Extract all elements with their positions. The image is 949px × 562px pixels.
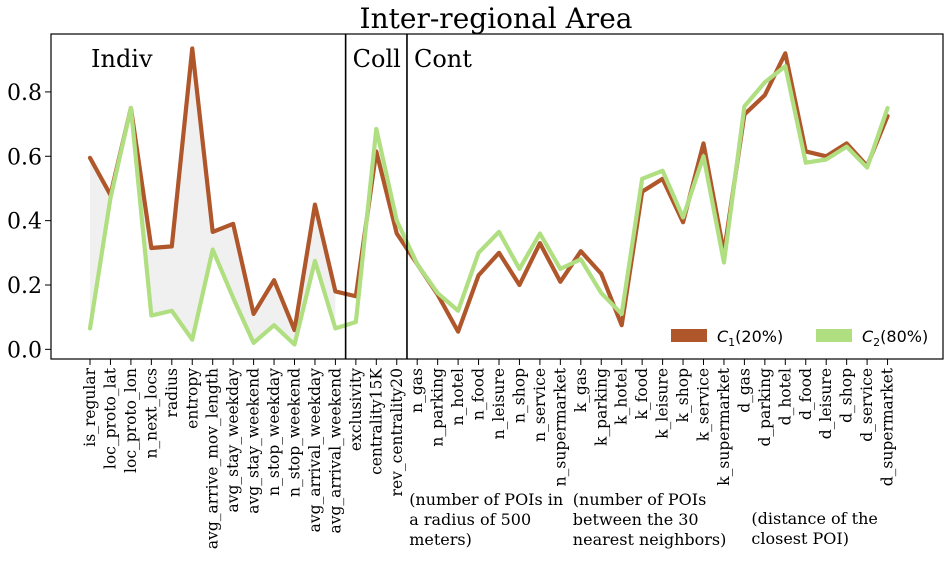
legend-swatch [816,329,852,342]
x-tick-label: n_food [470,368,488,420]
x-tick-label: d_hotel [776,368,794,425]
x-tick-label: n_supermarket [551,367,569,486]
y-tick-label: 0.0 [7,338,42,363]
x-tick-label: k_shop [674,368,692,422]
legend-item-1: C1(20%) [671,327,783,349]
plot-frame [50,33,944,360]
y-tick-label: 0.6 [7,145,42,170]
chart-title: Inter-regional Area [360,2,633,35]
x-tick-label: d_shop [838,368,856,423]
group-note-1: (number of POIs in a radius of 500 meters) [409,490,563,549]
x-tick-label: n_leisure [490,368,508,439]
x-tick-label: exclusivity [347,368,365,451]
x-tick-label: d_leisure [817,368,835,439]
x-tick-label: entropy [183,368,201,429]
x-tick-label: k_service [695,368,713,441]
y-tick-label: 0.4 [7,210,42,235]
x-tick-label: is_regular [81,367,99,446]
x-tick-label: loc_proto_lat [101,367,119,469]
section-label-indiv: Indiv [91,45,153,73]
x-tick-label: d_service [858,368,876,442]
x-tick-label: avg_arrive_mov_length [204,368,222,549]
legend-label: C1(20%) [717,327,783,349]
x-tick-label: k_supermarket [715,367,733,485]
x-tick-label: n_parking [429,368,447,447]
x-tick-label: avg_arrival_weekday [306,368,324,533]
x-tick-label: n_stop_weekday [265,368,283,496]
x-tick-label: radius [163,368,181,418]
x-tick-label: k_food [633,368,651,420]
y-tick-label: 0.2 [7,274,42,299]
group-note-3: (distance of the closest POI) [751,509,877,548]
x-tick-label: k_hotel [613,368,631,425]
y-tick-label: 0.8 [7,81,42,106]
x-tick-label: d_gas [735,368,753,413]
x-tick-label: avg_stay_weekday [224,368,242,513]
x-tick-label: loc_proto_lon [122,368,140,473]
series-line-1 [87,46,890,334]
legend: C1(20%) C2(80%) [671,327,928,349]
section-label-cont: Cont [414,45,472,73]
section-label-coll: Coll [353,45,401,73]
x-tick-label: centrality15K [367,368,385,475]
legend-label: C2(80%) [862,327,928,349]
x-tick-label: n_hotel [449,368,467,425]
x-tick-label: n_stop_weekend [286,368,304,497]
x-tick-label: avg_stay_weekend [245,368,263,514]
x-tick-label: k_leisure [654,368,672,439]
x-tick-label: d_supermarket [879,367,897,486]
y-axis: 0.0 0.2 0.4 0.6 0.8 [7,81,51,363]
x-tick-label: d_food [797,368,815,420]
legend-swatch [671,329,707,342]
shaded-difference-area [90,48,336,345]
legend-item-2: C2(80%) [816,327,928,349]
group-notes: (number of POIs in a radius of 500 meters)… [409,490,878,549]
x-tick-label: n_gas [408,368,426,413]
x-tick-label: n_service [531,368,549,442]
series-line-2 [87,64,890,347]
section-labels: Indiv Coll Cont [91,45,472,73]
x-tick-label: k_gas [572,368,590,412]
section-dividers [344,34,408,359]
x-tick-label: n_shop [510,368,528,423]
group-note-2: (number of POIs between the 30 nearest nei… [573,490,727,549]
x-tick-label: avg_arrival_weekend [326,368,344,534]
x-tick-label: k_parking [592,368,610,446]
x-axis: is_regular loc_proto_lat loc_proto_lon n_ne… [81,359,897,549]
shaded-area [90,48,336,345]
x-tick-label: n_next_locs [142,368,160,459]
series-lines [87,46,890,347]
x-tick-label: d_parking [756,368,774,447]
x-tick-label: rev_centrality20 [388,368,406,496]
